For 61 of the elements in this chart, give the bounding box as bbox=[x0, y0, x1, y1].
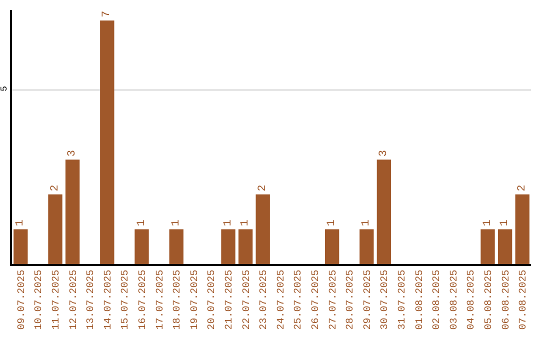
x-tick-label: 21.07.2025 bbox=[224, 270, 236, 330]
x-tick-label: 02.08.2025 bbox=[432, 270, 444, 330]
data-label: 1 bbox=[14, 219, 27, 226]
x-tick-label: 17.07.2025 bbox=[155, 270, 166, 330]
x-tick-label: 22.07.2025 bbox=[242, 270, 253, 330]
x-tick-label: 25.07.2025 bbox=[294, 270, 305, 330]
data-label: 3 bbox=[378, 150, 390, 157]
x-tick-label: 24.07.2025 bbox=[276, 270, 288, 330]
x-tick-label: 30.07.2025 bbox=[380, 270, 392, 330]
x-tick-label: 01.08.2025 bbox=[414, 270, 426, 330]
data-label: 1 bbox=[170, 219, 182, 226]
x-tick-label: 27.07.2025 bbox=[328, 270, 340, 330]
data-label: 1 bbox=[240, 219, 252, 226]
x-tick-label: 31.07.2025 bbox=[398, 270, 408, 330]
x-tick-label: 04.08.2025 bbox=[466, 270, 478, 330]
data-label: 2 bbox=[256, 184, 269, 192]
x-tick-label: 29.07.2025 bbox=[362, 270, 374, 330]
x-tick-label: 03.08.2025 bbox=[449, 270, 460, 330]
x-tick-label: 14.07.2025 bbox=[103, 270, 114, 330]
bar bbox=[238, 229, 253, 264]
bar bbox=[134, 229, 149, 264]
data-label: 1 bbox=[326, 219, 338, 226]
bar bbox=[498, 229, 512, 264]
data-label: 1 bbox=[360, 219, 373, 226]
data-label: 2 bbox=[516, 184, 528, 192]
x-tick-label: 13.07.2025 bbox=[86, 270, 98, 330]
x-tick-label: 20.07.2025 bbox=[207, 270, 218, 330]
bar bbox=[100, 20, 114, 264]
x-tick-label: 05.08.2025 bbox=[484, 270, 495, 330]
bar bbox=[515, 194, 530, 264]
bar bbox=[360, 229, 374, 264]
bar bbox=[376, 160, 392, 264]
bar bbox=[48, 194, 62, 264]
x-tick-label: 12.07.2025 bbox=[68, 270, 80, 330]
x-tick-label: 07.08.2025 bbox=[518, 270, 530, 330]
bar bbox=[169, 229, 184, 264]
bar bbox=[221, 229, 236, 264]
x-tick-label: 18.07.2025 bbox=[172, 270, 184, 330]
x-tick-label: 23.07.2025 bbox=[259, 270, 270, 330]
y-tick-label: 5 bbox=[0, 86, 10, 92]
x-tick-label: 10.07.2025 bbox=[34, 270, 46, 330]
data-label: 3 bbox=[66, 150, 79, 157]
x-tick-label: 15.07.2025 bbox=[120, 270, 132, 330]
data-label: 2 bbox=[49, 184, 62, 192]
bar bbox=[14, 229, 28, 264]
bar bbox=[256, 194, 270, 264]
data-label: 1 bbox=[499, 219, 512, 226]
bar bbox=[324, 229, 340, 264]
bar bbox=[65, 160, 80, 264]
data-label: 1 bbox=[482, 219, 494, 226]
x-tick-label: 26.07.2025 bbox=[311, 270, 322, 330]
data-label: 7 bbox=[101, 10, 114, 18]
x-tick-label: 11.07.2025 bbox=[52, 270, 62, 330]
data-label: 1 bbox=[136, 219, 148, 226]
data-label: 1 bbox=[222, 219, 234, 226]
x-tick-label: 28.07.2025 bbox=[346, 270, 357, 330]
x-tick-label: 09.07.2025 bbox=[16, 270, 28, 330]
x-tick-label: 19.07.2025 bbox=[190, 270, 201, 330]
x-tick-label: 16.07.2025 bbox=[138, 270, 149, 330]
x-tick-label: 06.08.2025 bbox=[501, 270, 512, 330]
bar bbox=[480, 229, 495, 264]
